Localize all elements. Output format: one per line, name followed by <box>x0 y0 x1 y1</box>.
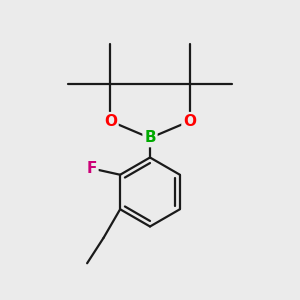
Text: B: B <box>144 130 156 146</box>
Text: O: O <box>104 114 117 129</box>
Text: O: O <box>183 114 196 129</box>
Text: F: F <box>86 161 97 176</box>
